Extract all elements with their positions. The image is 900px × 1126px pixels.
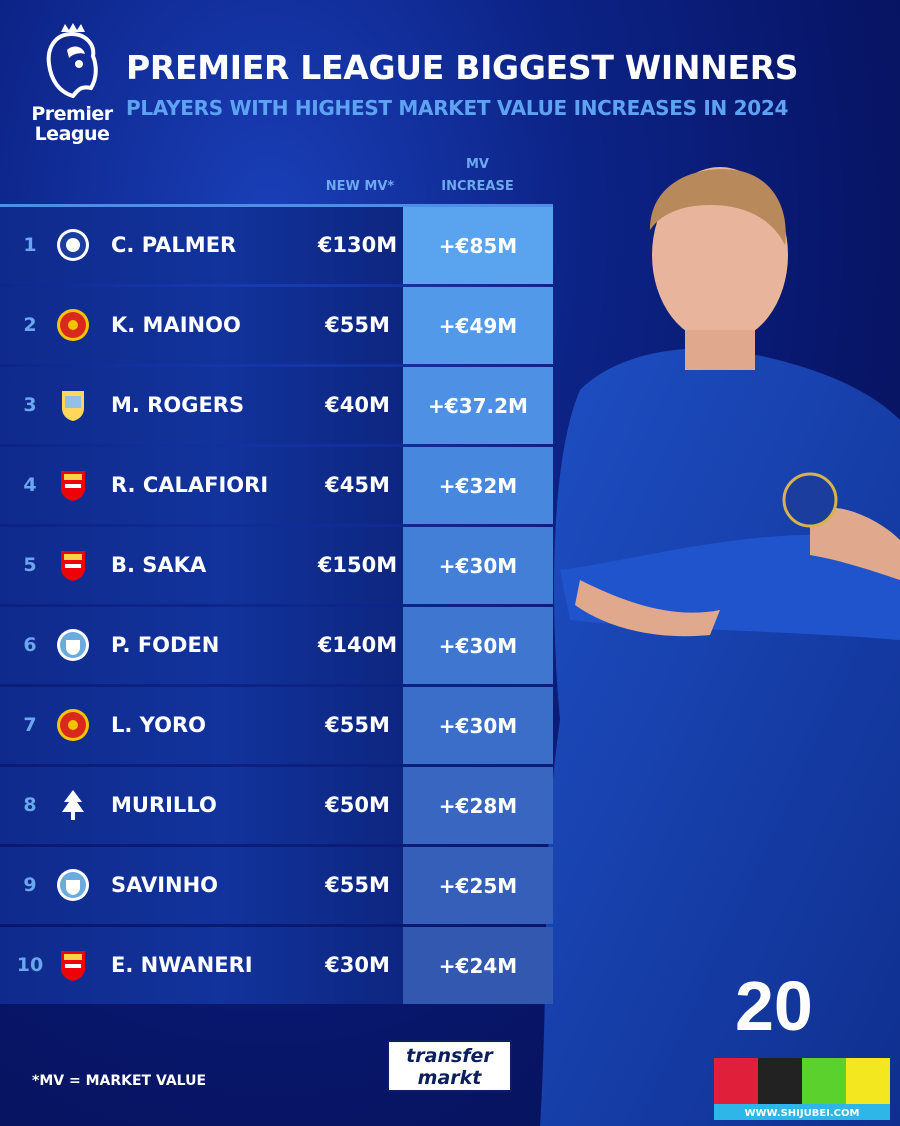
watermark-text: WWW.SHIJUBEI.COM: [745, 1108, 860, 1119]
player-name: MURILLO: [111, 793, 217, 817]
new-market-value: €55M: [325, 713, 390, 737]
new-market-value: €40M: [325, 393, 390, 417]
new-market-value: €45M: [325, 473, 390, 497]
man-united-crest-icon: [56, 708, 90, 742]
premier-league-logo: Premier League: [22, 22, 122, 144]
page-title: PREMIER LEAGUE BIGGEST WINNERS: [126, 48, 799, 87]
table-row: 10 E. NWANERI €30M +€24M: [0, 927, 553, 1004]
new-market-value: €55M: [325, 313, 390, 337]
market-value-increase: +€30M: [403, 687, 553, 764]
table-row: 9 SAVINHO €55M +€25M: [0, 847, 553, 924]
player-name: R. CALAFIORI: [111, 473, 269, 497]
logo-text: Premier League: [31, 103, 113, 145]
new-market-value: €130M: [317, 233, 398, 257]
rank: 5: [23, 554, 37, 576]
rank: 6: [23, 634, 37, 656]
rank: 1: [23, 234, 37, 256]
player-name: C. PALMER: [111, 233, 237, 257]
rank: 3: [23, 394, 37, 416]
player-name: B. SAKA: [111, 553, 207, 577]
market-value-increase: +€85M: [403, 207, 553, 284]
market-value-increase: +€24M: [403, 927, 553, 1004]
arsenal-crest-icon: [56, 548, 90, 582]
market-value-increase: +€37.2M: [403, 367, 553, 444]
rank: 9: [23, 874, 37, 896]
player-name: P. FODEN: [111, 633, 220, 657]
player-photo: 20: [540, 167, 900, 1126]
rank: 7: [23, 714, 37, 736]
market-value-increase: +€25M: [403, 847, 553, 924]
table-row: 2 K. MAINOO €55M +€49M: [0, 287, 553, 364]
rank: 8: [23, 794, 37, 816]
column-header-mv-increase: MV INCREASE: [420, 154, 535, 198]
player-name: SAVINHO: [111, 873, 219, 897]
column-header-line: MV: [466, 157, 489, 172]
svg-text:20: 20: [735, 967, 813, 1045]
market-value-increase: +€28M: [403, 767, 553, 844]
table-row: 8 MURILLO €50M +€28M: [0, 767, 553, 844]
new-market-value: €55M: [325, 873, 390, 897]
nottingham-forest-crest-icon: [56, 788, 90, 822]
table-row: 3 M. ROGERS €40M +€37.2M: [0, 367, 553, 444]
player-name: M. ROGERS: [111, 393, 245, 417]
transfermarkt-logo: transfer markt: [387, 1040, 512, 1092]
player-name: L. YORO: [111, 713, 207, 737]
man-city-crest-icon: [56, 628, 90, 662]
market-value-increase: +€49M: [403, 287, 553, 364]
table-row: 7 L. YORO €55M +€30M: [0, 687, 553, 764]
arsenal-crest-icon: [56, 948, 90, 982]
rank: 10: [16, 954, 44, 976]
table-row: 6 P. FODEN €140M +€30M: [0, 607, 553, 684]
man-city-crest-icon: [56, 868, 90, 902]
page-subtitle: PLAYERS WITH HIGHEST MARKET VALUE INCREA…: [126, 96, 789, 120]
chelsea-crest-icon: [56, 228, 90, 262]
player-name: E. NWANERI: [111, 953, 253, 977]
watermark-logo: WWW.SHIJUBEI.COM: [714, 1058, 890, 1120]
table-row: 5 B. SAKA €150M +€30M: [0, 527, 553, 604]
market-value-increase: +€30M: [403, 527, 553, 604]
player-name: K. MAINOO: [111, 313, 241, 337]
market-value-increase: +€32M: [403, 447, 553, 524]
new-market-value: €30M: [325, 953, 390, 977]
table-row: 4 R. CALAFIORI €45M +€32M: [0, 447, 553, 524]
market-value-increase: +€30M: [403, 607, 553, 684]
aston-villa-crest-icon: [56, 388, 90, 422]
lion-icon: [46, 23, 98, 99]
rank: 2: [23, 314, 37, 336]
new-market-value: €140M: [317, 633, 398, 657]
man-united-crest-icon: [56, 308, 90, 342]
arsenal-crest-icon: [56, 468, 90, 502]
column-header-new-mv: NEW MV*: [325, 179, 395, 194]
table-row: 1 C. PALMER €130M +€85M: [0, 207, 553, 284]
table-top-line: [0, 204, 553, 207]
rank: 4: [23, 474, 37, 496]
column-header-line: INCREASE: [441, 179, 514, 194]
new-market-value: €150M: [317, 553, 398, 577]
new-market-value: €50M: [325, 793, 390, 817]
footnote: *MV = MARKET VALUE: [32, 1073, 207, 1089]
